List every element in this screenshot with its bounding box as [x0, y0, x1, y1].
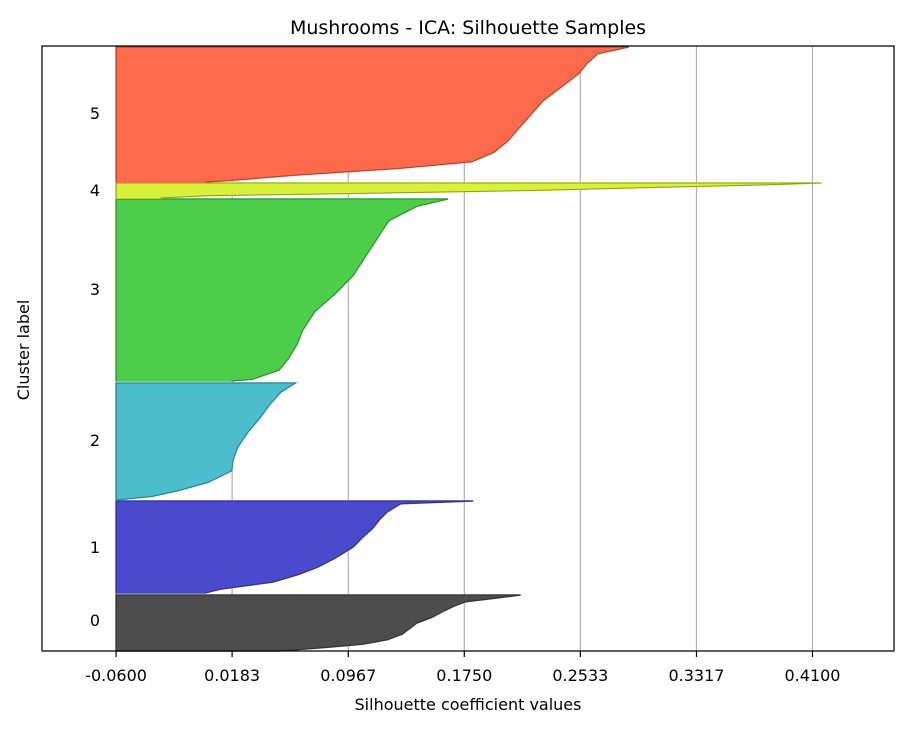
cluster-area-3 — [115, 198, 449, 382]
cluster-area-4 — [115, 182, 822, 199]
cluster-labels: 0 1 2 3 4 5 — [90, 104, 100, 630]
chart-title: Mushrooms - ICA: Silhouette Samples — [290, 17, 646, 39]
plot-frame — [41, 45, 895, 652]
cluster-areas — [115, 46, 822, 652]
cluster-outline-0 — [116, 594, 521, 652]
x-tick-label: 0.3317 — [668, 666, 724, 685]
y-axis-title: Cluster label — [14, 300, 33, 401]
cluster-label: 4 — [90, 181, 100, 200]
x-tick-label: 0.4100 — [785, 666, 841, 685]
cluster-outline-4 — [116, 182, 822, 199]
cluster-area-0 — [115, 594, 521, 652]
cluster-label: 1 — [90, 538, 100, 557]
cluster-outline-5 — [116, 46, 629, 183]
x-tick-label: -0.0600 — [85, 666, 147, 685]
x-tick-label: 0.0183 — [204, 666, 260, 685]
cluster-outline-1 — [116, 500, 474, 594]
cluster-area-5 — [115, 46, 629, 183]
x-tick-label: 0.1750 — [436, 666, 492, 685]
cluster-outline-2 — [116, 382, 298, 501]
cluster-label: 3 — [90, 280, 100, 299]
x-axis-ticks: -0.0600 0.0183 0.0967 0.1750 0.2533 0.3317 0.4… — [85, 651, 840, 685]
cluster-area-2 — [115, 382, 298, 501]
cluster-label: 2 — [90, 431, 100, 450]
cluster-outline-3 — [116, 198, 449, 382]
cluster-label: 0 — [90, 611, 100, 630]
cluster-area-1 — [115, 500, 474, 594]
x-tick-label: 0.2533 — [552, 666, 608, 685]
cluster-label: 5 — [90, 104, 100, 123]
x-axis-title: Silhouette coefficient values — [355, 695, 582, 714]
x-tick-label: 0.0967 — [320, 666, 376, 685]
